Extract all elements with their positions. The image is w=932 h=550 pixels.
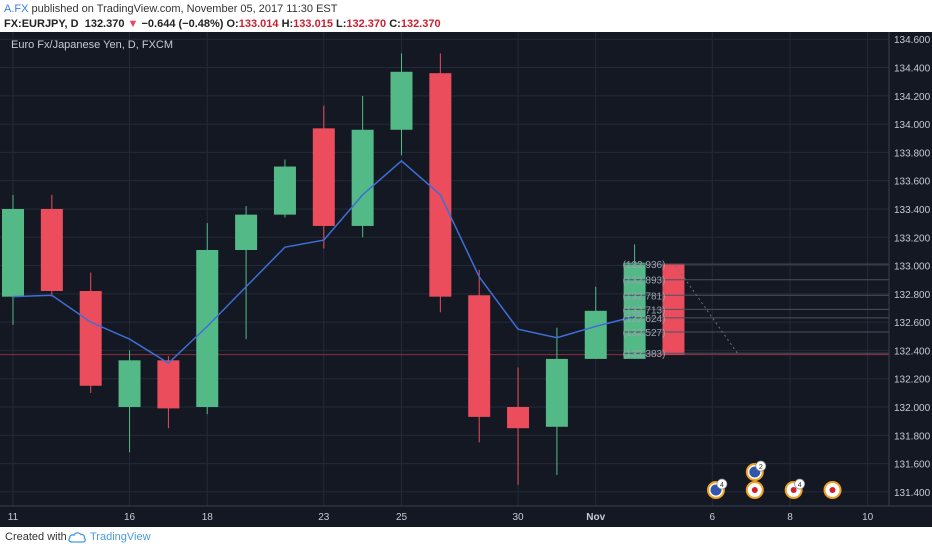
- x-tick-label: 30: [512, 512, 524, 523]
- x-tick-label: 10: [862, 512, 874, 523]
- y-tick-label: 131.400: [894, 488, 931, 499]
- candle: [196, 249, 219, 407]
- low-label: L:: [336, 18, 347, 30]
- close-value: 132.370: [400, 18, 441, 30]
- created-with-text: Created with: [5, 531, 67, 543]
- candle: [429, 73, 452, 297]
- candle: [351, 129, 374, 226]
- candle: [157, 360, 180, 409]
- candle: [584, 310, 607, 359]
- y-tick-label: 134.000: [894, 120, 931, 131]
- candle: [312, 128, 335, 226]
- down-arrow-icon: ▼: [127, 18, 139, 30]
- published-text: published on TradingView.com, November 0…: [31, 3, 338, 15]
- tradingview-cloud-icon: [68, 532, 86, 543]
- header-line-2: FX:EURJPY, D 132.370 ▼ −0.644 (−0.48%) O…: [4, 17, 441, 31]
- event-count-badge: [716, 478, 728, 490]
- y-tick-label: 133.000: [894, 262, 931, 273]
- event-count-badge: [794, 478, 806, 490]
- y-tick-label: 131.600: [894, 460, 931, 471]
- x-tick-label: Nov: [586, 512, 605, 523]
- event-count-badge: [755, 460, 767, 472]
- tradingview-brand[interactable]: TradingView: [90, 531, 151, 543]
- moving-average-line: [12, 159, 635, 365]
- y-tick-label: 132.200: [894, 375, 931, 386]
- candle: [79, 291, 102, 386]
- candle: [2, 208, 24, 297]
- jp-flag-icon: [751, 487, 758, 493]
- x-tick-label: 16: [124, 512, 136, 523]
- candle: [545, 358, 568, 427]
- candle: [468, 295, 491, 417]
- y-tick-label: 133.200: [894, 233, 931, 244]
- y-tick-label: 132.400: [894, 346, 931, 357]
- event-count-label: 4: [720, 482, 724, 489]
- candle: [235, 214, 258, 250]
- candle: [623, 262, 646, 359]
- price-axis[interactable]: 131.400 131.600 131.800 132.000 132.200 132.4…: [888, 32, 931, 506]
- high-label: H:: [281, 18, 294, 30]
- footer: Created with TradingView: [0, 527, 932, 550]
- y-tick-label: 132.600: [894, 318, 931, 329]
- x-tick-label: 23: [318, 512, 330, 523]
- candle: [40, 208, 63, 292]
- projection-trend-line: [675, 265, 739, 355]
- event-count-label: 4: [798, 482, 802, 489]
- y-tick-label: 132.800: [894, 290, 931, 301]
- x-tick-label: 25: [396, 512, 408, 523]
- open-label: O:: [226, 18, 239, 30]
- x-tick-label: 6: [710, 512, 716, 523]
- projection-label: (132.383): [623, 349, 666, 360]
- jp-flag-icon: [790, 487, 797, 493]
- x-tick-label: 8: [787, 512, 793, 523]
- candle: [118, 360, 141, 407]
- candle: [507, 406, 530, 429]
- projection-label: (132.936): [623, 260, 666, 271]
- y-tick-label: 133.400: [894, 205, 931, 216]
- candle: [390, 71, 413, 130]
- symbol-label: FX:EURJPY, D: [4, 18, 79, 30]
- event-count-label: 2: [759, 464, 763, 471]
- y-tick-label: 132.000: [894, 403, 931, 414]
- last-price: 132.370: [84, 18, 125, 30]
- y-tick-label: 134.400: [894, 64, 931, 75]
- chart-title: Euro Fx/Japanese Yen, D, FXCM: [11, 39, 173, 51]
- y-tick-label: 134.600: [894, 35, 931, 46]
- projection-label: (132.713): [623, 305, 666, 316]
- author-link[interactable]: A.FX: [4, 3, 29, 15]
- y-tick-label: 133.800: [894, 148, 931, 159]
- projection-label: (132.624): [623, 314, 666, 325]
- x-tick-label: 18: [202, 512, 214, 523]
- jp-flag-icon: [829, 487, 836, 493]
- x-tick-label: 11: [8, 512, 19, 523]
- header-line-1: A.FX published on TradingView.com, Novem…: [4, 2, 337, 16]
- candle: [273, 166, 296, 215]
- projection-label: (132.781): [623, 291, 666, 302]
- high-value: 133.015: [293, 18, 333, 30]
- y-tick-label: 133.600: [894, 177, 931, 188]
- change-value: −0.644 (−0.48%): [141, 18, 224, 30]
- low-value: 132.370: [346, 18, 387, 30]
- y-tick-label: 134.200: [894, 92, 931, 103]
- plot-area: (132.936)(132.893)(132.781)(132.713)(132…: [0, 53, 889, 499]
- projection-label: (132.527): [623, 328, 666, 339]
- time-axis[interactable]: 11 16 18 23 25 30 Nov 6 8 10: [0, 505, 932, 523]
- price-chart[interactable]: (132.936)(132.893)(132.781)(132.713)(132…: [0, 32, 932, 527]
- open-value: 133.014: [238, 18, 279, 30]
- y-tick-label: 131.800: [894, 431, 931, 442]
- close-label: C:: [389, 18, 401, 30]
- projection-label: (132.893): [623, 276, 666, 287]
